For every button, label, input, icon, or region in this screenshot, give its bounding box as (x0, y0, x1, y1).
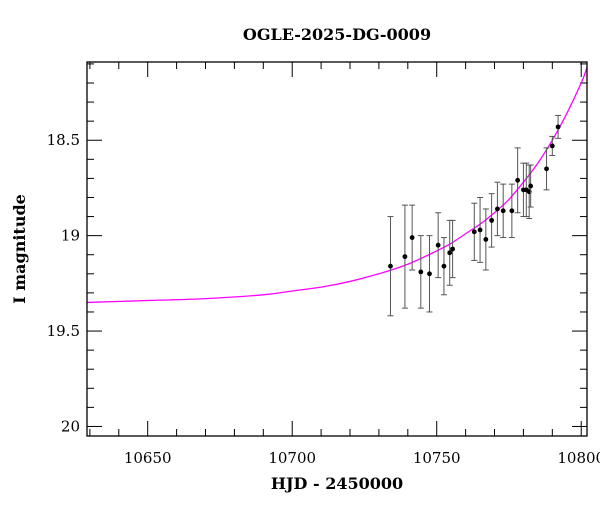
data-point (488, 193, 495, 248)
x-tick-label: 10650 (124, 449, 172, 467)
y-tick-label: 19 (61, 227, 80, 245)
point-marker (544, 166, 549, 172)
data-point (446, 219, 453, 286)
axis-ticks (87, 62, 587, 436)
point-marker (500, 208, 506, 214)
point-marker (388, 263, 393, 269)
data-point (471, 202, 478, 261)
point-marker (441, 263, 447, 269)
data-point (401, 204, 408, 309)
data-point (417, 235, 424, 309)
data-point (508, 183, 515, 239)
data-point (514, 147, 521, 214)
data-point (435, 212, 442, 279)
data-point (482, 208, 489, 271)
point-marker (528, 183, 534, 189)
point-marker (409, 235, 415, 240)
point-marker (495, 206, 500, 212)
point-marker (447, 250, 453, 256)
point-marker (402, 254, 408, 260)
y-tick-label: 20 (61, 417, 80, 435)
data-point (477, 196, 484, 263)
data-point (440, 237, 447, 296)
model-curve-line (86, 67, 588, 304)
x-tick-label: 10750 (413, 449, 461, 467)
plot-frame (86, 61, 588, 437)
data-point (449, 219, 456, 279)
point-marker (418, 269, 424, 275)
data-point (409, 204, 416, 271)
point-marker (555, 124, 561, 130)
data-point (527, 164, 534, 208)
data-point (555, 114, 562, 139)
point-marker (489, 217, 495, 223)
y-tick-label: 19.5 (47, 322, 80, 340)
data-point (543, 147, 550, 191)
point-marker (515, 177, 521, 183)
point-marker (509, 208, 515, 214)
y-tick-label: 18.5 (47, 131, 80, 149)
point-marker (471, 229, 477, 235)
data-point (500, 183, 507, 239)
point-marker (477, 227, 483, 233)
x-tick-label: 10700 (268, 449, 316, 467)
axis-tick-labels: 10650 10700 10750 10800 18.5 19 19.5 20 (47, 131, 600, 467)
x-tick-label: 10800 (557, 449, 600, 467)
data-point (494, 181, 501, 237)
point-marker (549, 143, 555, 149)
data-points (387, 114, 562, 317)
data-point (549, 135, 556, 156)
x-axis-label: HJD - 2450000 (271, 474, 403, 493)
chart-title: OGLE-2025-DG-0009 (243, 25, 431, 44)
point-marker (435, 242, 441, 248)
data-point (387, 216, 394, 317)
point-marker (483, 237, 489, 242)
model-curve (86, 67, 588, 304)
data-point (426, 235, 433, 313)
point-marker (450, 246, 456, 252)
point-marker (427, 271, 432, 277)
y-axis-label: I magnitude (10, 194, 29, 304)
